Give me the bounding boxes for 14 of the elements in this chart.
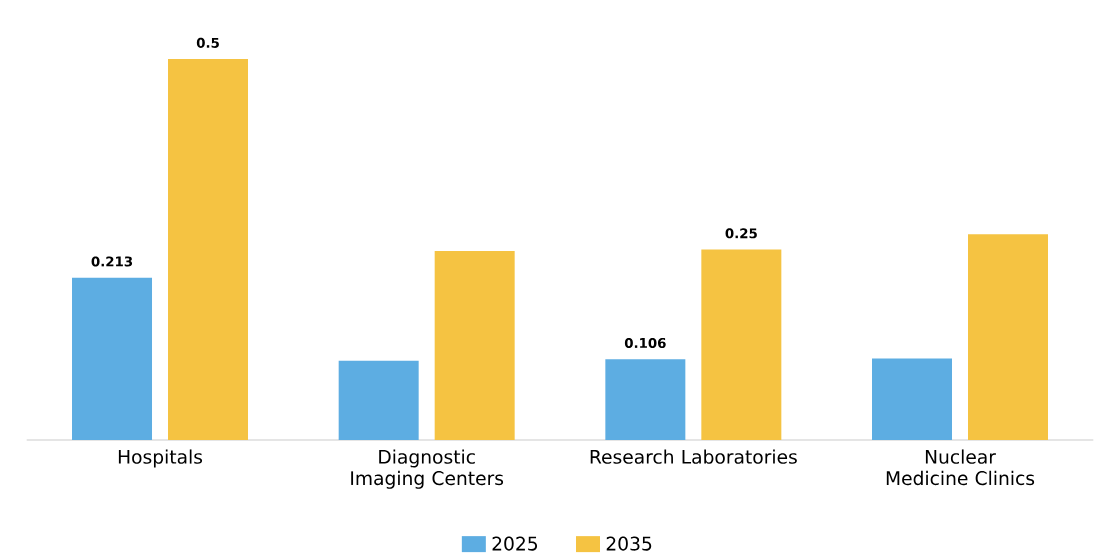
bar <box>168 59 249 441</box>
x-tick-label: Nuclear Medicine Clinics <box>886 449 1035 486</box>
x-tick-label: Research Laboratories <box>590 449 797 464</box>
bar <box>701 249 782 441</box>
legend-label: 2025 <box>492 536 538 551</box>
bar <box>338 360 419 441</box>
bar <box>872 358 953 441</box>
bar <box>968 234 1048 441</box>
x-tick-label: Hospitals <box>118 449 203 468</box>
bar <box>434 251 515 441</box>
x-tick-label: Diagnostic Imaging Centers <box>351 449 504 489</box>
bar <box>605 359 686 441</box>
legend-label: 2035 <box>606 536 652 551</box>
bar <box>72 277 153 441</box>
